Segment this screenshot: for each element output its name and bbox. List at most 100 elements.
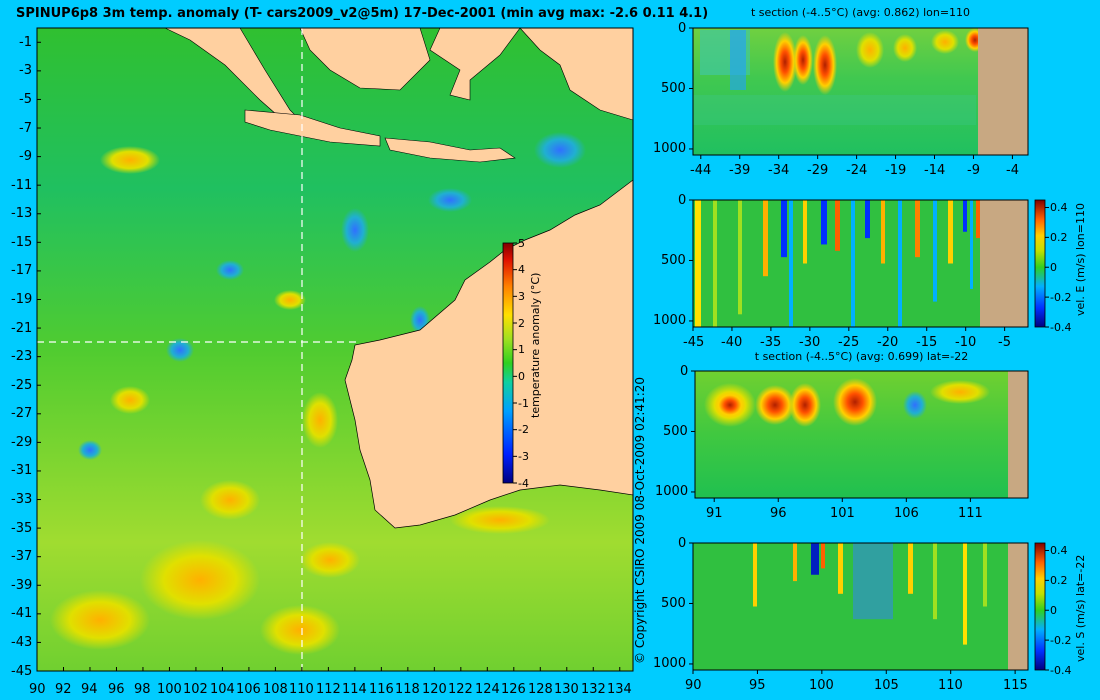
p1-x-tick-label: -14 xyxy=(924,163,946,178)
p4-frame xyxy=(692,542,1029,671)
p1-x-tick-label: -9 xyxy=(967,163,980,178)
velocity-stripe xyxy=(865,200,870,239)
p2-x-tick-label: -45 xyxy=(683,335,705,350)
map-colorbar-label: temperature anomaly (°C) xyxy=(529,272,542,418)
p4-x-tick-label: 105 xyxy=(874,678,899,693)
velocity-stripe xyxy=(915,200,920,258)
velocity-stripe xyxy=(853,543,893,620)
p2-colorbar-ticks xyxy=(1045,206,1049,328)
map-lat-tick-label: -41 xyxy=(11,606,33,621)
map-colorbar-tick-label: -3 xyxy=(518,450,529,463)
map-lat-tick-label: -1 xyxy=(19,35,32,50)
p4-colorbar-ticks xyxy=(1045,549,1049,671)
velocity-stripe xyxy=(821,200,827,245)
p2-x-tick-label: -20 xyxy=(877,335,899,350)
map-lat-tick-label: -33 xyxy=(11,492,33,507)
map-lon-tick-label: 120 xyxy=(422,682,447,697)
p4-x-tick-label: 100 xyxy=(809,678,834,693)
p1-x-tick-label: -39 xyxy=(729,163,751,178)
p2-y-tick-label: 0 xyxy=(678,193,687,208)
map-lon-tick-label: 102 xyxy=(183,682,208,697)
map-lon-tick-label: 98 xyxy=(134,682,151,697)
map-lat-tick-label: -37 xyxy=(11,549,33,564)
section-panel-temp-lat xyxy=(691,370,1029,502)
map-colorbar-tick-label: 5 xyxy=(518,237,525,250)
map-lon-tick-label: 108 xyxy=(263,682,288,697)
p2-x-tick-label: -15 xyxy=(916,335,938,350)
velocity-stripe xyxy=(753,543,757,607)
map-lat-tick-label: -45 xyxy=(11,664,33,679)
velocity-stripe xyxy=(793,543,797,582)
velocity-stripe xyxy=(908,543,913,594)
map-lat-tick-label: -11 xyxy=(11,178,33,193)
velocity-stripe xyxy=(789,200,793,327)
map-colorbar-ticks xyxy=(513,242,517,484)
p2-x-tick-label: -10 xyxy=(955,335,977,350)
p2-x-tick-label: -35 xyxy=(760,335,782,350)
p2-y-tick-label: 1000 xyxy=(653,313,687,328)
p2-axis-ticks xyxy=(689,199,1006,331)
map-anomaly-field xyxy=(50,44,620,655)
p2-colorbar xyxy=(1034,199,1046,328)
copyright-note: © Copyright CSIRO 2009 08-Oct-2009 02:41… xyxy=(633,376,647,664)
map-frame xyxy=(36,27,634,672)
p2-x-tick-label: -25 xyxy=(838,335,860,350)
p2-frame xyxy=(692,199,1029,328)
p4-x-tick-label: 115 xyxy=(1003,678,1028,693)
p1-frame xyxy=(692,27,1029,156)
page-title: SPINUP6p8 3m temp. anomaly (T- cars2009_… xyxy=(16,6,709,21)
p4-colorbar-tick-label: -0.4 xyxy=(1050,664,1072,677)
p3-x-tick-label: 106 xyxy=(894,506,919,521)
p2-land-mask xyxy=(980,200,1028,327)
p2-colorbar-tick-label: 0.2 xyxy=(1050,231,1068,244)
map-colorbar-tick-label: -2 xyxy=(518,423,529,436)
p4-colorbar-tick-label: 0.4 xyxy=(1050,544,1068,557)
section-panel-velS-lat xyxy=(689,542,1049,674)
map-lat-tick-label: -21 xyxy=(11,321,33,336)
map-lon-tick-label: 126 xyxy=(501,682,526,697)
map-lat-tick-label: -7 xyxy=(19,121,32,136)
map-lon-tick-label: 112 xyxy=(316,682,341,697)
velocity-stripe xyxy=(781,200,787,258)
p1-x-tick-label: -44 xyxy=(690,163,712,178)
p3-y-tick-label: 1000 xyxy=(655,484,689,499)
velocity-stripe xyxy=(948,200,953,264)
map-colorbar-tick-label: -4 xyxy=(518,477,529,490)
p4-colorbar-label: vel. S (m/s) lat=-22 xyxy=(1074,554,1087,662)
velocity-stripe xyxy=(821,543,825,569)
p1-x-tick-label: -29 xyxy=(807,163,829,178)
p3-frame xyxy=(694,370,1029,499)
p2-colorbar-tick-label: -0.2 xyxy=(1050,291,1072,304)
map-lat-tick-label: -25 xyxy=(11,378,33,393)
map-lon-tick-label: 118 xyxy=(395,682,420,697)
map-lat-tick-label: -3 xyxy=(19,63,32,78)
map-lat-tick-label: -35 xyxy=(11,521,33,536)
p2-y-tick-label: 500 xyxy=(661,253,686,268)
velocity-stripe xyxy=(983,543,987,607)
map-lon-tick-label: 130 xyxy=(554,682,579,697)
map-lon-tick-label: 92 xyxy=(55,682,72,697)
map-lon-tick-label: 106 xyxy=(236,682,261,697)
p4-y-tick-label: 1000 xyxy=(653,656,687,671)
p2-x-tick-label: -5 xyxy=(998,335,1011,350)
p4-colorbar-tick-label: -0.2 xyxy=(1050,634,1072,647)
velocity-stripe xyxy=(738,200,742,315)
p3-land-mask xyxy=(1008,371,1028,498)
velocity-stripe xyxy=(851,200,855,327)
map-colorbar-tick-label: 1 xyxy=(518,343,525,356)
map-lon-tick-label: 96 xyxy=(108,682,125,697)
map-lon-tick-label: 132 xyxy=(581,682,606,697)
p2-x-tick-label: -40 xyxy=(721,335,743,350)
map-lon-tick-label: 124 xyxy=(475,682,500,697)
map-lat-tick-label: -13 xyxy=(11,206,33,221)
map-lat-tick-label: -43 xyxy=(11,635,33,650)
p4-colorbar-tick-label: 0.2 xyxy=(1050,574,1068,587)
p4-land-mask xyxy=(1008,543,1028,670)
p4-colorbar-tick-label: 0 xyxy=(1050,604,1057,617)
p3-x-tick-label: 101 xyxy=(830,506,855,521)
velocity-stripe xyxy=(838,543,843,594)
p4-y-tick-label: 500 xyxy=(661,596,686,611)
p4-y-tick-label: 0 xyxy=(678,536,687,551)
map-lon-tick-label: 122 xyxy=(448,682,473,697)
